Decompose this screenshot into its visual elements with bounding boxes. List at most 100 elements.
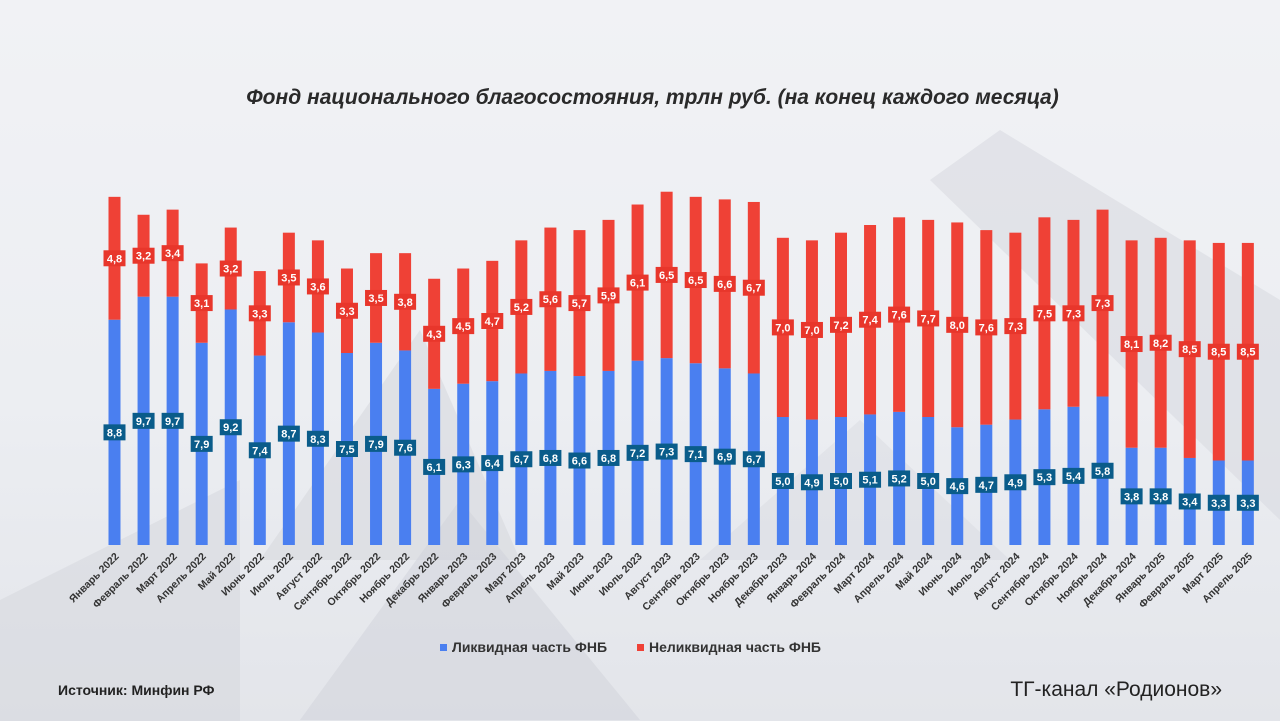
label-liquid-31-text: 4,9 xyxy=(1008,477,1023,489)
label-illiquid-20: 6,5 xyxy=(684,272,707,289)
label-illiquid-13-text: 4,7 xyxy=(485,316,500,328)
label-liquid-38-bg xyxy=(1207,494,1230,511)
label-illiquid-32-bg xyxy=(1033,305,1056,322)
label-illiquid-11-bg xyxy=(423,325,446,342)
label-illiquid-11: 4,3 xyxy=(423,325,446,342)
label-illiquid-12-bg xyxy=(452,318,475,335)
label-liquid-1: 9,7 xyxy=(132,412,155,429)
label-liquid-21: 6,9 xyxy=(713,448,736,465)
label-illiquid-36-text: 8,2 xyxy=(1153,338,1168,350)
label-illiquid-30-bg xyxy=(975,319,998,336)
label-liquid-8: 7,5 xyxy=(335,441,358,457)
label-liquid-22-text: 6,7 xyxy=(746,454,761,466)
label-illiquid-2: 3,4 xyxy=(161,245,184,262)
label-liquid-3-text: 7,9 xyxy=(194,439,209,451)
chart-legend: Ликвидная часть ФНБ Неликвидная часть ФН… xyxy=(440,639,851,655)
label-liquid-19-bg xyxy=(655,443,678,460)
label-liquid-36: 3,8 xyxy=(1149,488,1172,505)
label-illiquid-29-bg xyxy=(946,316,969,333)
label-liquid-18: 7,2 xyxy=(626,444,649,461)
label-illiquid-1: 3,2 xyxy=(132,247,155,264)
label-liquid-30-bg xyxy=(975,476,998,493)
chart-title: Фонд национального благосостояния, трлн … xyxy=(246,86,1059,109)
label-illiquid-34-bg xyxy=(1091,295,1114,312)
label-liquid-37-text: 3,4 xyxy=(1182,496,1198,508)
label-liquid-29-bg xyxy=(946,478,969,495)
label-liquid-13-text: 6,4 xyxy=(485,458,501,470)
label-liquid-6: 8,7 xyxy=(277,425,300,442)
label-liquid-11-bg xyxy=(423,458,446,475)
label-liquid-31-bg xyxy=(1004,474,1027,491)
label-illiquid-16-bg xyxy=(568,295,591,312)
label-illiquid-34: 7,3 xyxy=(1091,295,1114,312)
label-illiquid-4: 3,2 xyxy=(219,260,242,277)
label-illiquid-26-text: 7,4 xyxy=(862,315,878,327)
label-liquid-2-bg xyxy=(161,412,184,429)
label-illiquid-26-bg xyxy=(859,311,882,328)
source-note: Источник: Минфин РФ xyxy=(58,682,215,698)
label-liquid-39-bg xyxy=(1236,494,1259,511)
label-illiquid-39: 8,5 xyxy=(1236,343,1259,360)
label-liquid-16-bg xyxy=(568,452,591,469)
label-liquid-34: 5,8 xyxy=(1091,462,1114,479)
label-liquid-28-text: 5,0 xyxy=(921,476,936,488)
label-illiquid-37-text: 8,5 xyxy=(1182,344,1197,356)
label-liquid-5: 7,4 xyxy=(248,442,271,459)
label-illiquid-24-bg xyxy=(800,321,823,338)
label-liquid-35-text: 3,8 xyxy=(1124,491,1139,503)
label-illiquid-22-text: 6,7 xyxy=(746,283,761,295)
label-illiquid-35: 8,1 xyxy=(1120,336,1143,353)
label-liquid-5-text: 7,4 xyxy=(252,445,268,457)
label-illiquid-21-bg xyxy=(713,275,736,292)
label-illiquid-23-bg xyxy=(771,319,794,336)
label-liquid-26: 5,1 xyxy=(859,471,882,488)
label-liquid-36-text: 3,8 xyxy=(1153,491,1168,503)
label-illiquid-39-bg xyxy=(1236,343,1259,360)
label-illiquid-7-bg xyxy=(306,278,329,295)
label-liquid-9-bg xyxy=(365,435,388,452)
label-illiquid-9-bg xyxy=(365,289,388,306)
label-illiquid-29: 8,0 xyxy=(946,316,969,333)
label-illiquid-0: 4,8 xyxy=(103,250,126,267)
label-illiquid-28-bg xyxy=(917,310,940,327)
label-illiquid-8-text: 3,3 xyxy=(339,306,354,318)
label-liquid-10-bg xyxy=(394,439,417,456)
label-liquid-4-text: 9,2 xyxy=(223,422,238,434)
label-illiquid-21-text: 6,6 xyxy=(717,279,732,291)
legend-item-liquid: Ликвидная часть ФНБ xyxy=(440,639,607,655)
label-liquid-27: 5,2 xyxy=(888,470,911,487)
label-liquid-10: 7,6 xyxy=(394,439,417,456)
label-liquid-3-bg xyxy=(190,435,213,452)
label-illiquid-19-bg xyxy=(655,266,678,283)
label-liquid-4: 9,2 xyxy=(219,419,242,436)
label-liquid-33: 5,4 xyxy=(1062,467,1085,484)
label-illiquid-39-text: 8,5 xyxy=(1240,347,1255,359)
label-liquid-12-text: 6,3 xyxy=(456,459,471,471)
label-illiquid-30: 7,6 xyxy=(975,319,998,336)
label-illiquid-35-bg xyxy=(1120,336,1143,353)
label-liquid-20-text: 7,1 xyxy=(688,449,703,461)
label-illiquid-1-bg xyxy=(132,247,155,264)
label-illiquid-4-bg xyxy=(219,260,242,277)
label-liquid-24: 4,9 xyxy=(800,474,823,491)
label-liquid-28: 5,0 xyxy=(917,473,940,489)
label-liquid-20: 7,1 xyxy=(684,446,707,463)
label-illiquid-11-text: 4,3 xyxy=(427,329,442,341)
label-liquid-0-bg xyxy=(103,424,126,441)
label-liquid-19-text: 7,3 xyxy=(659,447,674,459)
label-liquid-6-text: 8,7 xyxy=(281,429,296,441)
label-liquid-8-bg xyxy=(335,441,358,457)
label-illiquid-13-bg xyxy=(481,313,504,329)
label-illiquid-15: 5,6 xyxy=(539,291,562,308)
label-illiquid-37-bg xyxy=(1178,341,1201,358)
label-illiquid-33-text: 7,3 xyxy=(1066,308,1081,320)
label-liquid-21-text: 6,9 xyxy=(717,452,732,464)
label-illiquid-8-bg xyxy=(335,302,358,319)
label-illiquid-6: 3,5 xyxy=(277,269,300,286)
label-illiquid-28-text: 7,7 xyxy=(921,313,936,325)
label-illiquid-14: 5,2 xyxy=(510,298,533,315)
label-illiquid-5-text: 3,3 xyxy=(252,308,267,320)
label-liquid-13-bg xyxy=(481,455,504,472)
label-liquid-7-text: 8,3 xyxy=(310,434,325,446)
label-liquid-28-bg xyxy=(917,473,940,489)
